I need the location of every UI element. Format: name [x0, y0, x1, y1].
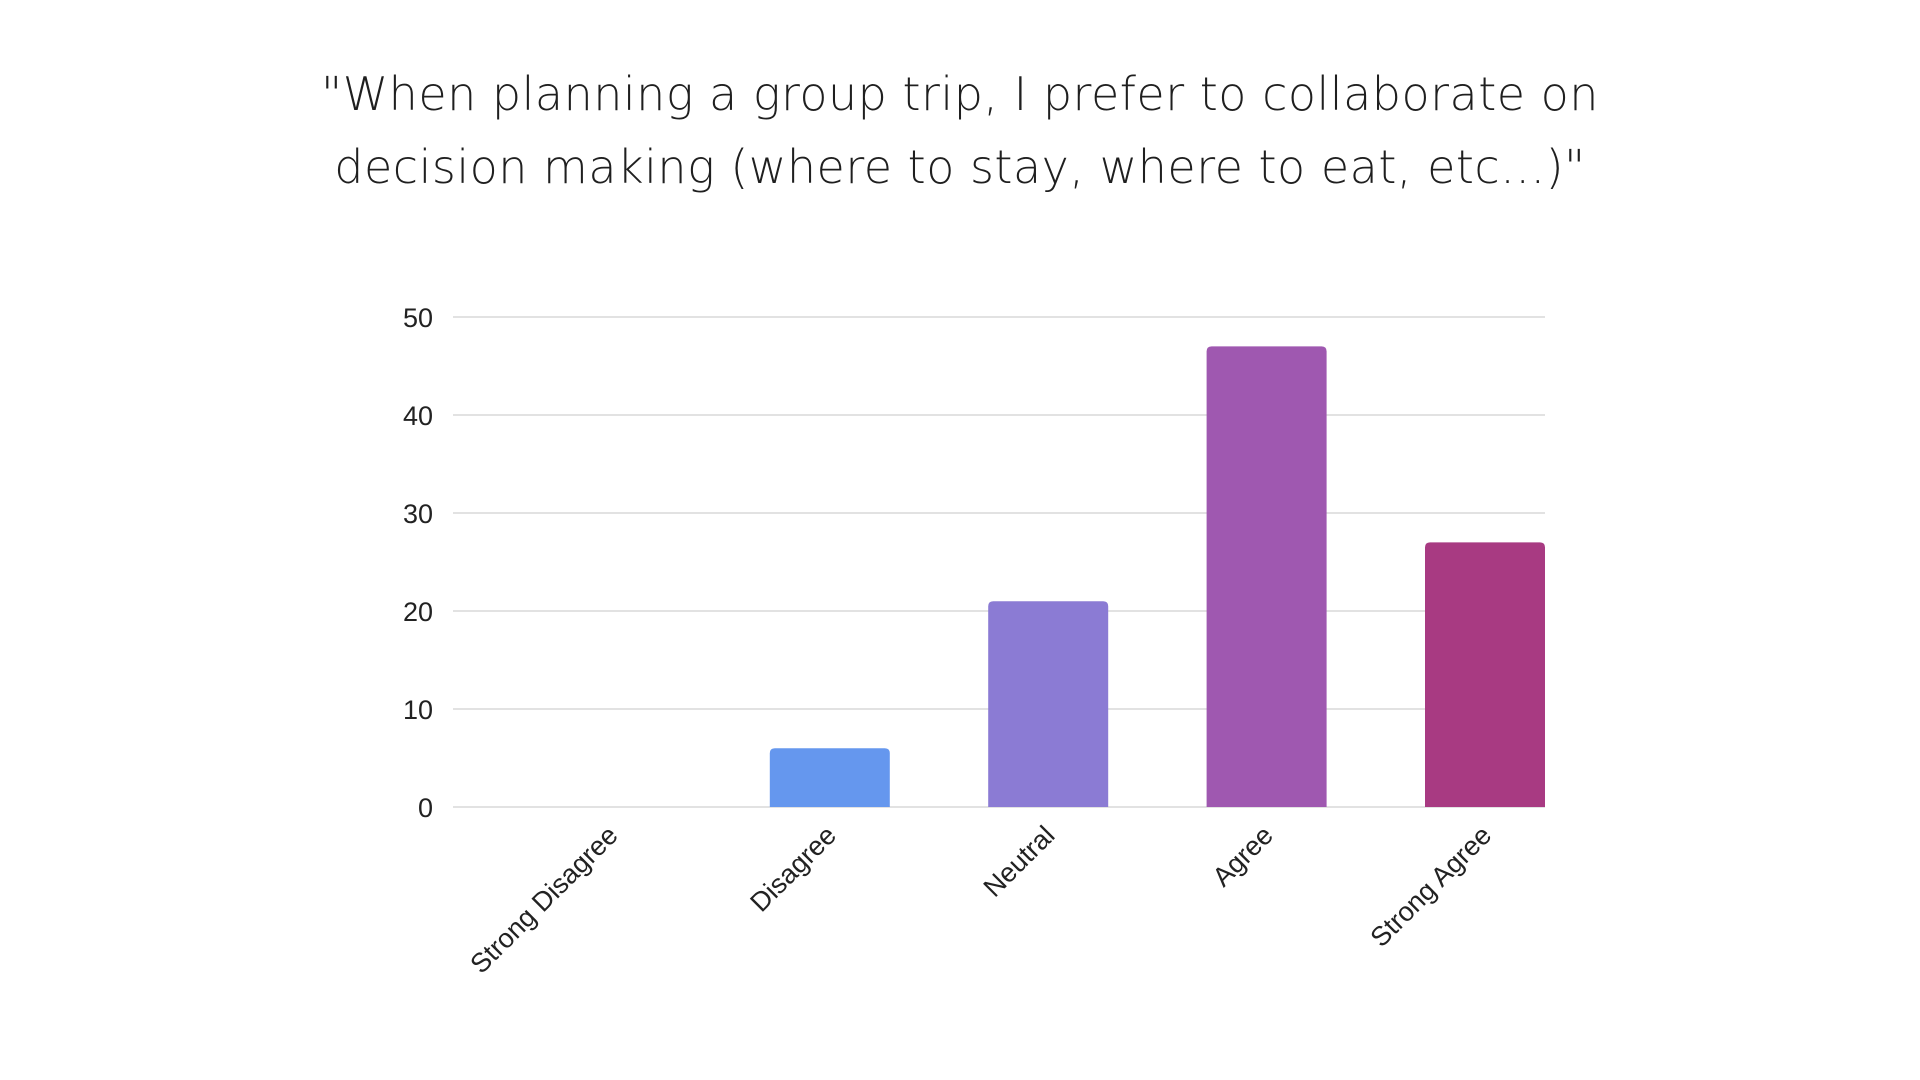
chart-title-line-2: decision making (where to stay, where to…	[334, 140, 1586, 194]
y-tick-label: 30	[403, 499, 433, 529]
y-tick-label: 40	[403, 401, 433, 431]
y-axis-ticks: 0 10 20 30 40 50	[403, 303, 433, 823]
bars	[769, 346, 1545, 807]
bar-agree	[1206, 346, 1327, 807]
bar-disagree	[769, 748, 890, 807]
x-tick-label: Disagree	[744, 820, 842, 918]
x-tick-label: Agree	[1207, 820, 1279, 892]
bar-strong-agree	[1425, 542, 1545, 807]
y-tick-label: 50	[403, 303, 433, 333]
chart-title: "When planning a group trip, I prefer to…	[0, 58, 1920, 204]
x-tick-label: Strong Agree	[1365, 820, 1498, 953]
x-axis-ticks: Strong Disagree Disagree Neutral Agree Stron…	[464, 820, 1497, 979]
y-tick-label: 10	[403, 695, 433, 725]
y-tick-label: 20	[403, 597, 433, 627]
bar-neutral	[988, 601, 1109, 807]
y-tick-label: 0	[418, 793, 433, 823]
chart-title-line-1: "When planning a group trip, I prefer to…	[321, 67, 1599, 121]
x-tick-label: Neutral	[978, 820, 1061, 903]
x-tick-label: Strong Disagree	[464, 820, 623, 979]
